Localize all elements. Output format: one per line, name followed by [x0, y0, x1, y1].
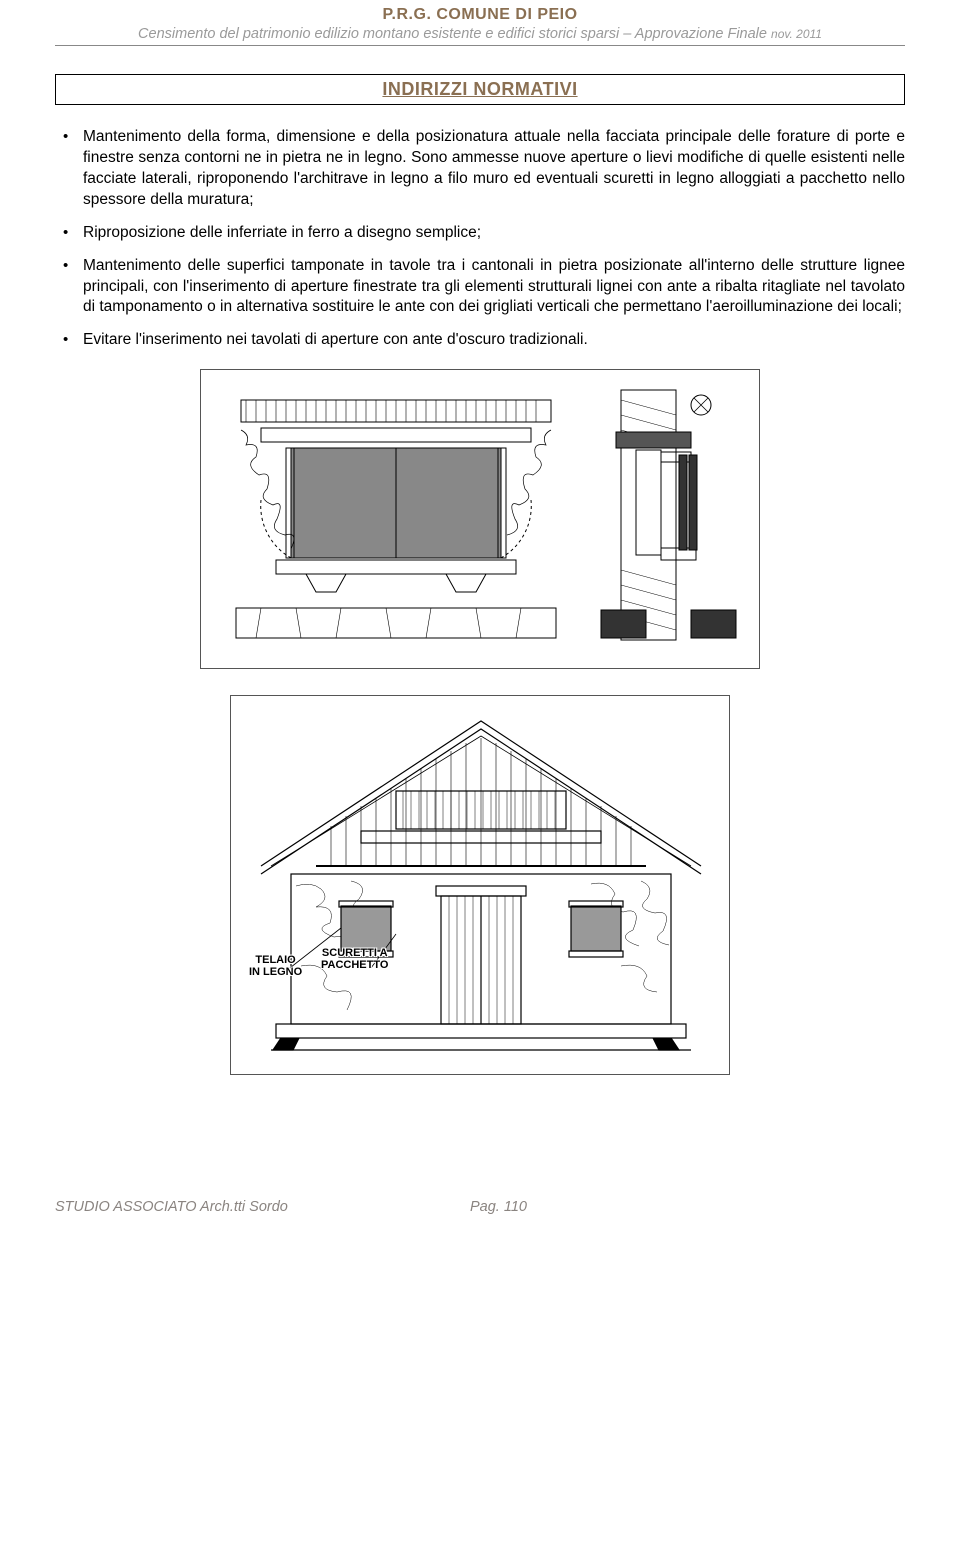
figures-area: TELAIO IN LEGNO SCURETTI A PACCHETTO: [55, 369, 905, 1079]
figure-gable-facade: TELAIO IN LEGNO SCURETTI A PACCHETTO: [230, 695, 730, 1075]
window-detail-svg: [201, 370, 761, 670]
section-title-box: INDIRIZZI NORMATIVI: [55, 74, 905, 105]
gable-facade-svg: [231, 696, 731, 1076]
footer-page: Pag. 110: [470, 1199, 527, 1215]
figure-label-scuretti: SCURETTI A PACCHETTO: [321, 947, 388, 971]
figure-window-detail: [200, 369, 760, 669]
page-header: P.R.G. COMUNE DI PEIO Censimento del pat…: [55, 0, 905, 46]
bullet-item: Evitare l'inserimento nei tavolati di ap…: [55, 330, 905, 351]
header-subtitle: Censimento del patrimonio edilizio monta…: [55, 26, 905, 42]
bullet-item: Mantenimento delle superfici tamponate i…: [55, 256, 905, 319]
figure-label-telaio: TELAIO IN LEGNO: [249, 954, 302, 978]
header-title: P.R.G. COMUNE DI PEIO: [55, 6, 905, 24]
bullet-list: Mantenimento della forma, dimensione e d…: [55, 127, 905, 351]
section-title: INDIRIZZI NORMATIVI: [382, 79, 577, 99]
bullet-item: Mantenimento della forma, dimensione e d…: [55, 127, 905, 211]
bullet-item: Riproposizione delle inferriate in ferro…: [55, 223, 905, 244]
footer-studio: STUDIO ASSOCIATO Arch.tti Sordo: [55, 1199, 288, 1215]
header-subtitle-text: Censimento del patrimonio edilizio monta…: [138, 26, 767, 42]
header-date: nov. 2011: [771, 27, 822, 41]
